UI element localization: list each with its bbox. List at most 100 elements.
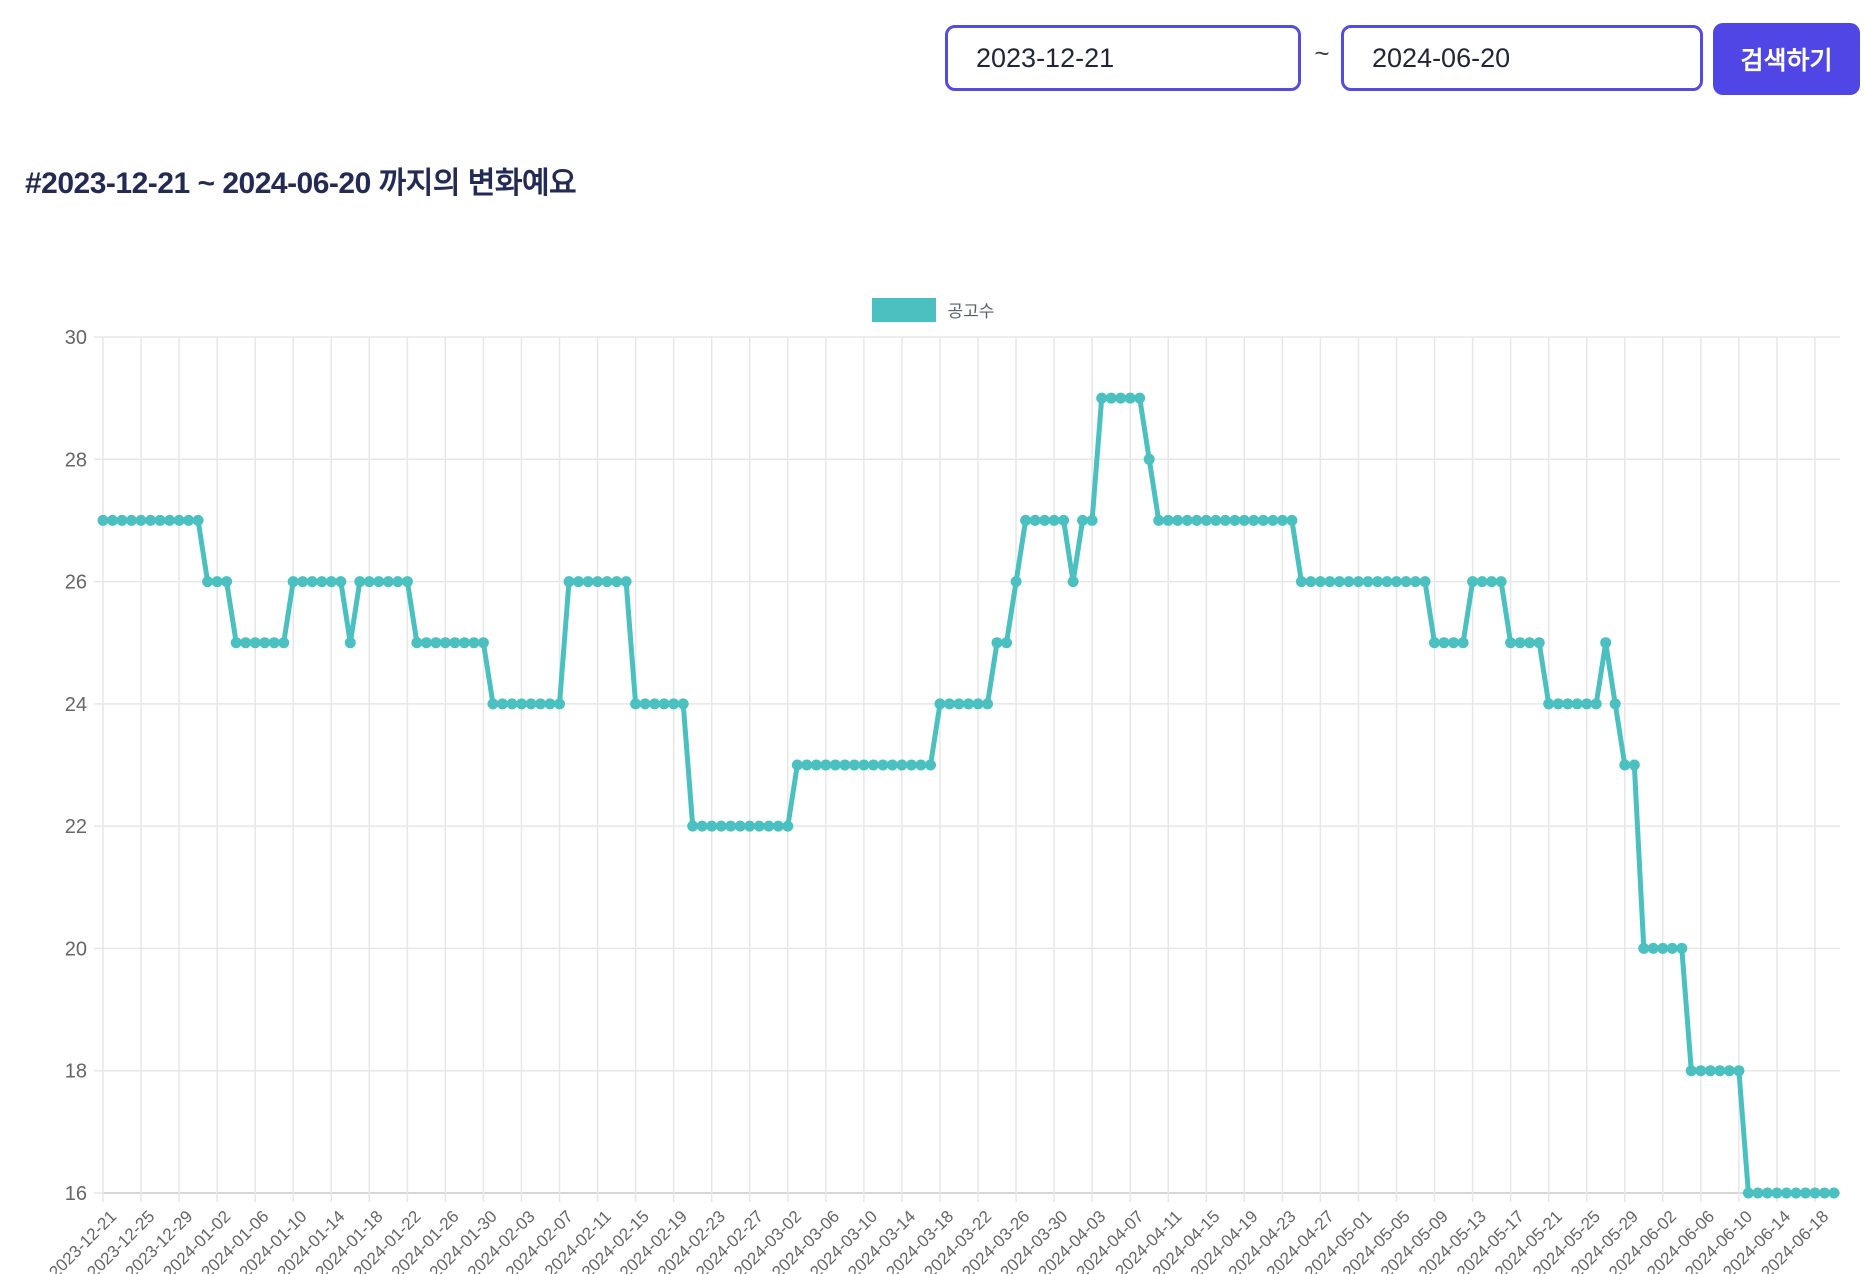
data-point xyxy=(344,637,356,649)
data-point xyxy=(630,698,642,710)
data-point xyxy=(268,637,280,649)
page-title: #2023-12-21 ~ 2024-06-20 까지의 변화예요 xyxy=(25,167,577,200)
data-point xyxy=(1695,1065,1707,1077)
data-point xyxy=(772,820,784,832)
data-point xyxy=(1324,576,1336,588)
data-point xyxy=(430,637,442,649)
data-point xyxy=(1714,1065,1726,1077)
data-point xyxy=(1086,514,1098,526)
data-point xyxy=(791,759,803,771)
search-button[interactable]: 검색하기 xyxy=(1713,23,1860,95)
data-point xyxy=(1828,1187,1840,1199)
data-point xyxy=(487,698,499,710)
data-point xyxy=(1267,514,1279,526)
y-tick-label: 22 xyxy=(65,816,87,838)
data-point xyxy=(1314,576,1326,588)
data-point xyxy=(1647,942,1659,954)
data-point xyxy=(915,759,927,771)
data-point xyxy=(1058,514,1070,526)
data-point xyxy=(1305,576,1317,588)
data-point xyxy=(1343,576,1355,588)
data-point xyxy=(944,698,955,710)
end-date-input[interactable] xyxy=(1341,25,1703,91)
data-point xyxy=(867,759,879,771)
data-point xyxy=(810,759,822,771)
data-point xyxy=(1391,576,1402,588)
data-point xyxy=(477,637,489,649)
data-point xyxy=(497,698,508,710)
data-point xyxy=(763,820,775,832)
data-point xyxy=(934,698,946,710)
data-point xyxy=(1676,942,1688,954)
data-point xyxy=(1410,576,1421,588)
data-point xyxy=(744,820,756,832)
date-range-separator: ~ xyxy=(1314,38,1330,68)
data-point xyxy=(1638,942,1650,954)
data-point xyxy=(1723,1065,1735,1077)
data-point xyxy=(1609,698,1621,710)
data-point xyxy=(734,820,746,832)
data-point xyxy=(1372,576,1383,588)
data-point xyxy=(382,576,394,588)
data-point xyxy=(1809,1187,1821,1199)
data-point xyxy=(801,759,813,771)
data-point xyxy=(363,576,375,588)
data-point xyxy=(354,576,366,588)
data-point xyxy=(221,576,233,588)
data-point xyxy=(1153,514,1165,526)
data-point xyxy=(1039,514,1051,526)
data-point xyxy=(848,759,860,771)
data-point xyxy=(154,514,166,526)
data-point xyxy=(725,820,737,832)
data-point xyxy=(1219,514,1231,526)
data-point xyxy=(839,759,851,771)
data-point xyxy=(468,637,480,649)
data-point xyxy=(411,637,423,649)
data-point xyxy=(202,576,214,588)
data-point xyxy=(896,759,908,771)
data-point xyxy=(1733,1065,1745,1077)
data-point xyxy=(192,514,204,526)
data-point xyxy=(1276,514,1288,526)
data-point xyxy=(1800,1187,1811,1199)
data-point xyxy=(1172,514,1184,526)
data-point xyxy=(687,820,699,832)
data-point xyxy=(1200,514,1212,526)
data-point xyxy=(126,514,137,526)
data-point xyxy=(230,637,242,649)
start-date-input[interactable] xyxy=(945,25,1301,91)
data-point xyxy=(649,698,661,710)
data-point xyxy=(1029,514,1041,526)
data-point xyxy=(658,698,670,710)
data-point xyxy=(1419,576,1431,588)
data-point xyxy=(1780,1187,1792,1199)
data-point xyxy=(249,637,261,649)
data-point xyxy=(164,514,176,526)
data-point xyxy=(573,576,584,588)
data-point xyxy=(325,576,337,588)
data-point xyxy=(1476,576,1488,588)
data-point xyxy=(706,820,718,832)
data-point xyxy=(287,576,299,588)
data-point xyxy=(1514,637,1526,649)
data-point xyxy=(1162,514,1174,526)
data-point xyxy=(392,576,404,588)
y-tick-label: 20 xyxy=(65,938,87,960)
data-point xyxy=(582,576,594,588)
data-point xyxy=(1448,637,1460,649)
data-point xyxy=(1134,392,1146,404)
data-point xyxy=(972,698,984,710)
y-tick-label: 18 xyxy=(65,1061,87,1083)
series-line xyxy=(100,395,1837,1196)
data-point xyxy=(401,576,413,588)
data-point xyxy=(1429,637,1440,649)
data-point xyxy=(925,759,936,771)
data-point xyxy=(1742,1187,1754,1199)
chart-legend[interactable]: 공고수 xyxy=(0,297,1866,322)
data-point xyxy=(1581,698,1593,710)
data-point xyxy=(1257,514,1269,526)
data-point xyxy=(953,698,965,710)
data-point xyxy=(611,576,623,588)
data-point xyxy=(820,759,832,771)
